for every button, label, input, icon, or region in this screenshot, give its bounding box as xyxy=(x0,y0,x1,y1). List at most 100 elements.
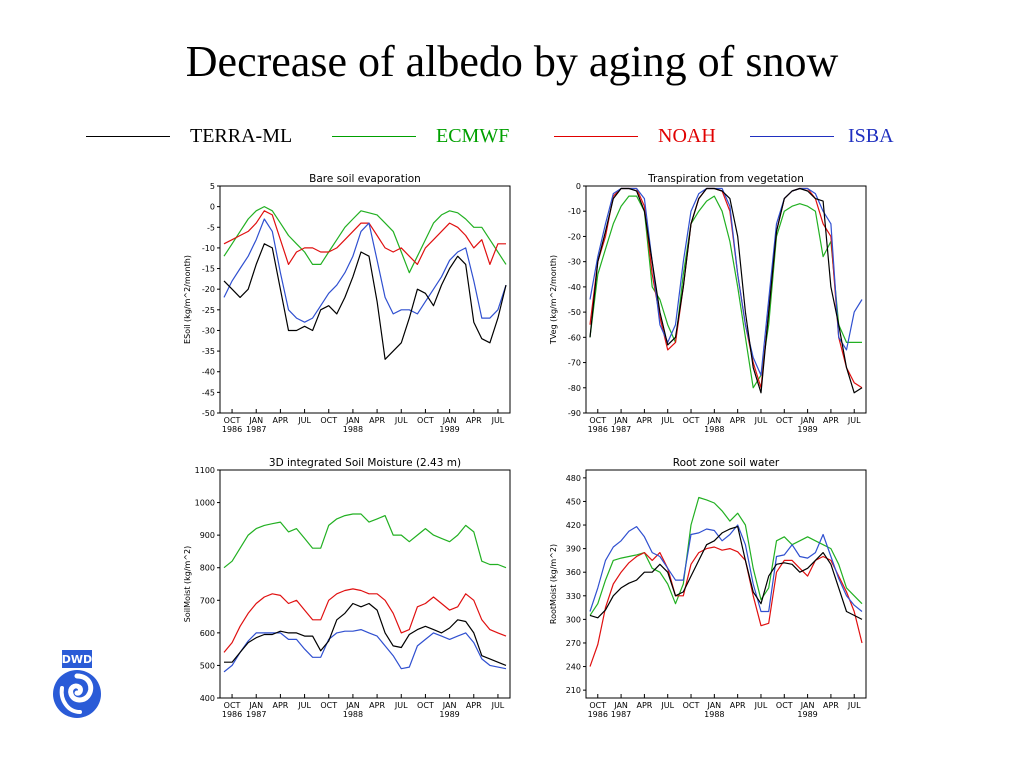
y-tick-label: 330 xyxy=(566,592,581,601)
x-tick-label: JUL xyxy=(847,701,861,710)
x-tick-label: APR xyxy=(636,701,652,710)
y-tick-label: -45 xyxy=(202,388,215,397)
plot-frame xyxy=(219,469,511,699)
y-tick-label: -90 xyxy=(568,409,581,418)
y-tick-label: -10 xyxy=(202,244,215,253)
x-tick-label: JUL xyxy=(754,701,768,710)
y-tick-label: -50 xyxy=(202,409,215,418)
chart-soil-moisture: 3D integrated Soil Moisture (2.43 m) 1100… xyxy=(183,457,511,719)
series-line-ecmwf xyxy=(223,513,507,569)
x-tick-label: OCT xyxy=(589,701,606,710)
series-line-noah xyxy=(223,210,506,266)
x-tick-label: JUL xyxy=(491,701,505,710)
x-tick-label: JAN xyxy=(442,416,457,425)
dwd-logo-text: DWD xyxy=(62,653,92,666)
x-tick-label: OCT xyxy=(224,701,241,710)
series-line-isba xyxy=(223,218,507,323)
y-tick-label: 420 xyxy=(566,521,581,530)
y-tick-label: -5 xyxy=(207,223,215,232)
x-tick-label: JUL xyxy=(297,701,311,710)
series-line-isba xyxy=(223,629,507,673)
x-tick-label: JAN xyxy=(345,416,360,425)
x-tick-label: OCT xyxy=(589,416,606,425)
x-tick-label: APR xyxy=(466,701,482,710)
x-tick-label: JUL xyxy=(491,416,505,425)
x-tick-label: JUL xyxy=(660,416,674,425)
plot-frame xyxy=(219,185,511,414)
y-tick-label: 240 xyxy=(566,663,581,672)
x-tick-label: JAN xyxy=(613,701,628,710)
plot-frame xyxy=(585,185,867,414)
x-tick-label: OCT xyxy=(776,701,793,710)
legend-line-noah xyxy=(554,136,638,137)
y-tick-label: 5 xyxy=(210,182,215,191)
x-tick-label: JUL xyxy=(394,701,408,710)
y-tick-label: -80 xyxy=(568,384,581,393)
y-tick-label: 0 xyxy=(210,203,215,212)
x-tick-label: OCT xyxy=(417,701,434,710)
x-tick-label: APR xyxy=(272,416,288,425)
panel-title: Transpiration from vegetation xyxy=(647,173,804,185)
x-tick-label: JAN xyxy=(706,416,721,425)
dwd-logo-box xyxy=(62,650,92,668)
x-tick-label: APR xyxy=(730,416,746,425)
x-year-label: 1987 xyxy=(611,710,631,719)
dwd-logo-arc-icon xyxy=(59,686,82,714)
x-tick-label: APR xyxy=(636,416,652,425)
x-tick-label: APR xyxy=(466,416,482,425)
x-year-label: 1988 xyxy=(704,710,724,719)
x-year-label: 1987 xyxy=(611,425,631,434)
y-axis-label: TVeg (kg/m^2/month) xyxy=(549,255,558,345)
y-tick-label: -30 xyxy=(568,258,581,267)
dwd-logo-swirl-icon xyxy=(68,673,94,703)
legend-label-terra-ml: TERRA-ML xyxy=(190,125,293,147)
x-tick-label: OCT xyxy=(320,416,337,425)
x-year-label: 1986 xyxy=(588,425,608,434)
y-tick-label: -35 xyxy=(202,347,215,356)
x-tick-label: APR xyxy=(823,701,839,710)
x-tick-label: JAN xyxy=(800,701,815,710)
x-tick-label: APR xyxy=(369,701,385,710)
x-tick-label: OCT xyxy=(417,416,434,425)
y-tick-label: 800 xyxy=(200,564,215,573)
legend-line-terra-ml xyxy=(86,136,170,137)
series-line-noah xyxy=(223,588,507,653)
x-tick-label: JAN xyxy=(248,416,263,425)
series-line-terra-ml xyxy=(223,243,507,360)
x-tick-label: JUL xyxy=(394,416,408,425)
x-tick-label: APR xyxy=(272,701,288,710)
dwd-logo: DWD xyxy=(53,650,101,718)
y-tick-label: -20 xyxy=(568,232,581,241)
panel-title: Root zone soil water xyxy=(673,457,780,469)
y-tick-label: 300 xyxy=(566,615,581,624)
x-year-label: 1986 xyxy=(588,710,608,719)
y-tick-label: 450 xyxy=(566,497,581,506)
y-tick-label: 360 xyxy=(566,568,581,577)
series-line-ecmwf xyxy=(223,205,507,274)
x-year-label: 1986 xyxy=(222,710,242,719)
x-year-label: 1988 xyxy=(704,425,724,434)
chart-bare-soil-evaporation: Bare soil evaporation 5 0 -5 -10 -15 -20 -25 -30… xyxy=(183,173,511,434)
series-line-isba xyxy=(589,524,863,613)
y-tick-label: -30 xyxy=(202,326,215,335)
panel-title: Bare soil evaporation xyxy=(309,173,421,185)
series-line-terra-ml xyxy=(589,525,863,620)
y-tick-label: -60 xyxy=(568,333,581,342)
x-tick-label: OCT xyxy=(776,416,793,425)
series-line-terra-ml xyxy=(224,602,507,666)
x-tick-label: APR xyxy=(369,416,385,425)
series-line-ecmwf xyxy=(589,496,863,616)
x-tick-label: JUL xyxy=(754,416,768,425)
y-tick-label: 600 xyxy=(200,629,215,638)
legend-line-isba xyxy=(750,136,834,137)
x-year-label: 1989 xyxy=(439,425,459,434)
x-year-label: 1988 xyxy=(343,710,363,719)
legend-label-noah: NOAH xyxy=(658,125,716,147)
x-tick-label: JAN xyxy=(800,416,815,425)
y-tick-label: 270 xyxy=(566,639,581,648)
x-tick-label: JAN xyxy=(442,701,457,710)
y-tick-label: 480 xyxy=(566,474,581,483)
x-tick-label: JAN xyxy=(248,701,263,710)
x-tick-label: JUL xyxy=(297,416,311,425)
series-line-terra-ml xyxy=(589,187,863,394)
